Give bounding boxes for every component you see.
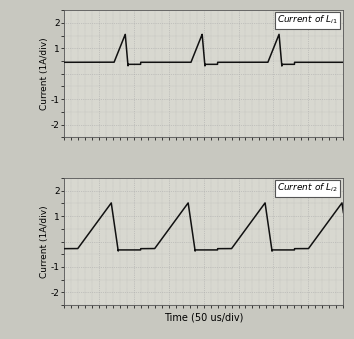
Text: Current of $L_{i1}$: Current of $L_{i1}$	[277, 14, 338, 26]
X-axis label: Time (50 us/div): Time (50 us/div)	[164, 312, 243, 322]
Y-axis label: Current (1A/div): Current (1A/div)	[40, 205, 49, 278]
Text: Current of $L_{i2}$: Current of $L_{i2}$	[277, 182, 338, 194]
Y-axis label: Current (1A/div): Current (1A/div)	[40, 37, 49, 110]
